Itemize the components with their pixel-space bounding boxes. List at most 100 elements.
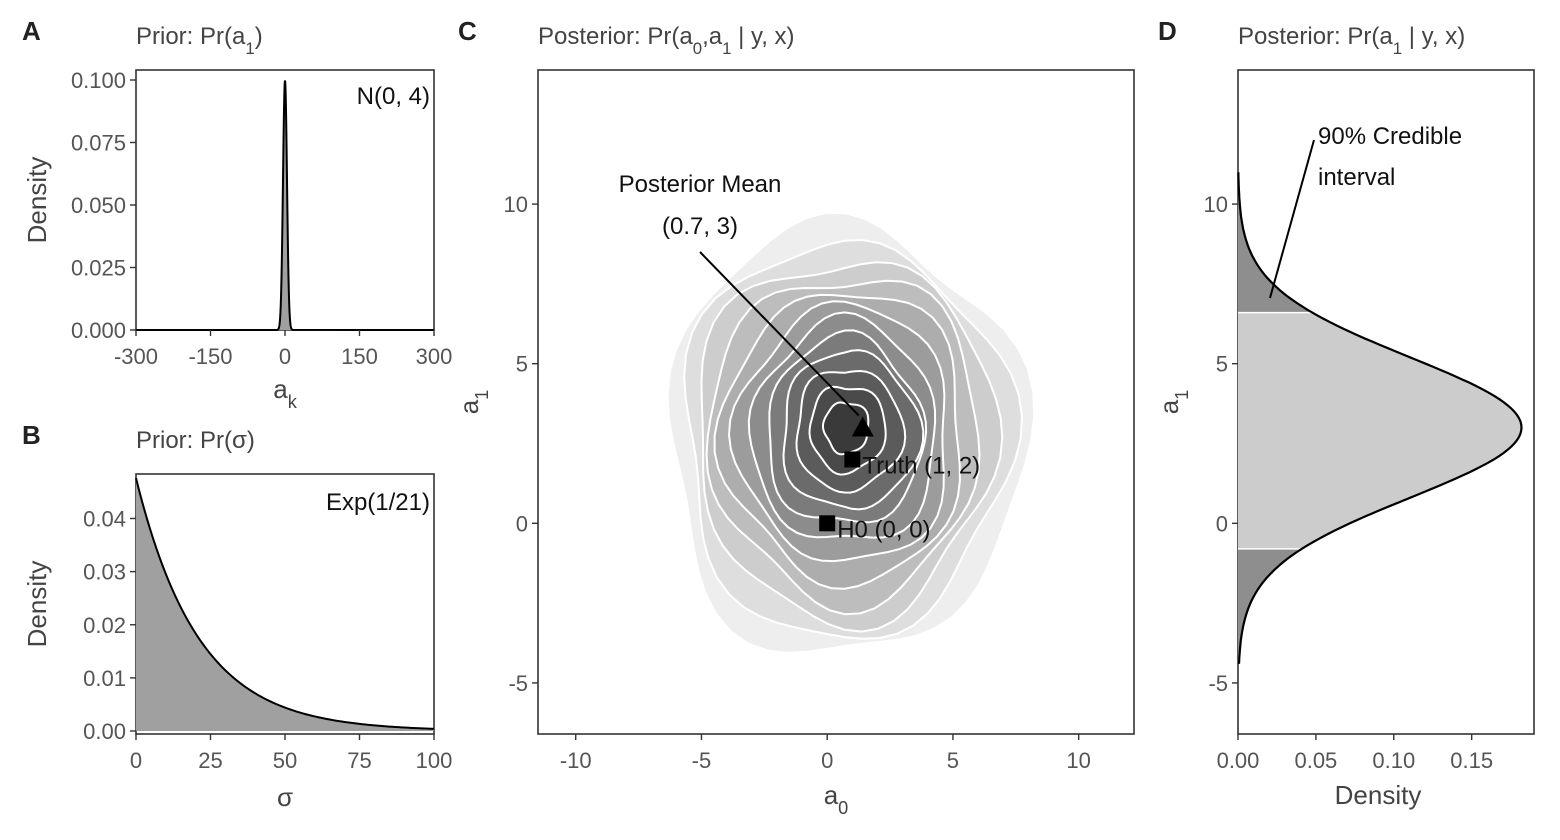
panel-b-title: Prior: Pr(σ) (136, 427, 255, 454)
panel-d-xtick-label: 0.10 (1372, 748, 1415, 773)
posterior-mean-label: Posterior Mean (619, 171, 782, 198)
panel-a-title-part: 1 (245, 39, 254, 58)
panel-b-xtick-label: 50 (273, 748, 297, 773)
panel-letter-d: D (1158, 16, 1177, 46)
panel-d-ytick-label: 0 (1216, 511, 1228, 536)
panel-a-ytick-label: 0.075 (71, 131, 126, 156)
panel-d-title-part: 1 (1393, 39, 1402, 58)
panel-a-ytick-label: 0.000 (71, 318, 126, 343)
panel-b-ylabel: Density (22, 561, 52, 648)
panel-letter-a: A (22, 16, 41, 46)
panel-a-title-part: ) (255, 23, 263, 50)
panel-b-ytick-label: 0.00 (83, 719, 126, 744)
h0-marker (819, 515, 836, 532)
truth-label: Truth (1, 2) (862, 452, 980, 479)
panel-c-ylabel-part: a (454, 399, 484, 414)
panel-a-xlabel-part: a (273, 374, 288, 404)
truth-marker (844, 451, 861, 468)
panel-d: Posterior: Pr(a1 | y, x)0.00 0.05 0.10 0.15… (1154, 23, 1535, 810)
panel-c: Posterior: Pr(a0,a1 | y, x)-10 -5 0 5 10-505… (454, 23, 1135, 818)
panel-d-xlabel: Density (1335, 780, 1422, 810)
panel-d-title-part: | y, x) (1402, 23, 1465, 50)
panel-a-xtick-label: 150 (341, 344, 378, 369)
panel-a-xtick-label: -300 (114, 344, 158, 369)
panel-b-annotation: Exp(1/21) (326, 489, 430, 516)
panel-c-xlabel-part: 0 (838, 798, 848, 818)
panel-a-xtick-label: -150 (188, 344, 232, 369)
panel-d-xtick-label: 0.15 (1450, 748, 1493, 773)
panel-a-xlabel: ak (273, 374, 297, 412)
panel-a-xlabel-part: k (288, 392, 298, 412)
panel-d-xtick-label: 0.05 (1294, 748, 1337, 773)
panel-c-title-part: Posterior: Pr(a (538, 23, 693, 50)
panel-c-ytick-label: 0 (516, 511, 528, 536)
panel-b-density-area (136, 478, 434, 731)
panel-a-ytick-label: 0.100 (71, 68, 126, 93)
h0-label: H0 (0, 0) (837, 516, 930, 543)
panel-d-credible-region (1238, 312, 1522, 549)
panel-a-title-part: Prior: Pr(a (136, 23, 246, 50)
panel-d-ylabel: a1 (1154, 390, 1192, 415)
panel-a-ytick-label: 0.025 (71, 256, 126, 281)
panel-c-title-part: | y, x) (731, 23, 794, 50)
panel-d-ylabel-part: a (1154, 399, 1184, 414)
panel-b-xtick-label: 25 (198, 748, 222, 773)
panel-c-title-part: ,a (702, 23, 723, 50)
panel-c-title: Posterior: Pr(a0,a1 | y, x) (538, 23, 795, 58)
panel-a-ytick-label: 0.050 (71, 193, 126, 218)
panel-b-title-part: Prior: Pr(σ) (136, 427, 255, 454)
panel-a-density-line (136, 80, 435, 331)
panel-a-ylabel: Density (22, 157, 52, 244)
panel-b-ytick-label: 0.01 (83, 666, 126, 691)
panel-letter-b: B (22, 420, 41, 450)
panel-c-xtick-label: 5 (947, 748, 959, 773)
panel-a-xtick-label: 300 (416, 344, 453, 369)
panel-d-title: Posterior: Pr(a1 | y, x) (1238, 23, 1465, 58)
panel-b: Prior: Pr(σ) 0 25 50 75 100 0.00 0.01 0.02 0.03 0.… (22, 427, 452, 812)
panel-d-ytick-label: -5 (1208, 671, 1228, 696)
panel-a-annotation: N(0, 4) (357, 83, 430, 110)
panel-c-contour (822, 401, 870, 456)
panel-c-ylabel-part: 1 (472, 390, 492, 400)
panel-b-ytick-label: 0.04 (83, 507, 126, 532)
panel-b-ytick-label: 0.02 (83, 613, 126, 638)
panel-c-xtick-label: 10 (1066, 748, 1090, 773)
panel-c-ytick-label: 5 (516, 352, 528, 377)
panel-c-xtick-label: -5 (692, 748, 712, 773)
panel-c-ytick-label: -5 (508, 671, 528, 696)
panel-b-xtick-label: 0 (130, 748, 142, 773)
panel-c-xtick-label: -10 (560, 748, 592, 773)
panel-a-xtick-label: 0 (279, 344, 291, 369)
credible-interval-pointer (1269, 139, 1315, 299)
panel-d-ytick-label: 5 (1216, 352, 1228, 377)
panel-c-ylabel: a1 (454, 390, 492, 415)
panel-c-xlabel: a0 (824, 780, 849, 818)
panel-c-ytick-label: 10 (504, 192, 528, 217)
panel-d-lower-tail (1238, 548, 1302, 664)
panel-d-density-line (1237, 172, 1523, 664)
panel-c-xtick-label: 0 (821, 748, 833, 773)
panel-b-ytick-label: 0.03 (83, 560, 126, 585)
panel-a-title: Prior: Pr(a1) (136, 23, 263, 58)
credible-interval-label: 90% Credible (1318, 123, 1462, 150)
posterior-mean-arrow (699, 251, 860, 417)
panel-a: Prior: Pr(a1) -300 -150 0 150 300 0.000 0.025 0.… (22, 23, 452, 412)
panel-b-density-line (135, 477, 435, 730)
posterior-mean-value: (0.7, 3) (662, 213, 738, 240)
panel-d-ytick-label: 10 (1204, 192, 1228, 217)
panel-c-title-part: 0 (693, 39, 702, 58)
panel-d-ylabel-part: 1 (1172, 390, 1192, 400)
panel-c-title-part: 1 (722, 39, 731, 58)
panel-b-xtick-label: 100 (416, 748, 453, 773)
panel-c-xlabel-part: a (824, 780, 839, 810)
panel-b-xlabel: σ (277, 782, 293, 812)
panel-b-xtick-label: 75 (347, 748, 371, 773)
panel-a-density-area (277, 80, 293, 330)
posterior-mean-marker (851, 416, 874, 437)
panel-d-title-part: Posterior: Pr(a (1238, 23, 1393, 50)
panel-d-xtick-label: 0.00 (1217, 748, 1260, 773)
credible-interval-label-2: interval (1318, 164, 1395, 191)
panel-letter-c: C (458, 16, 477, 46)
panel-d-upper-tail (1238, 172, 1313, 313)
